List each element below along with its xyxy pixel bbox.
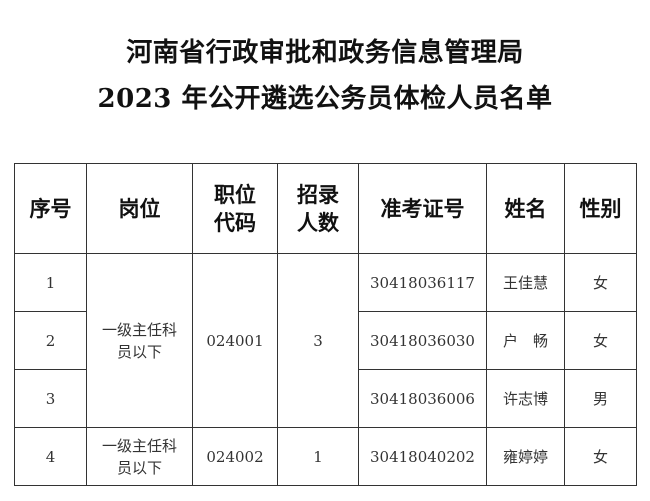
header-gender: 性别 — [564, 163, 637, 254]
cell-no: 1 — [14, 253, 87, 312]
table-row: 3 30418036006 许志博 男 — [14, 369, 637, 428]
cell-exam-id: 30418036006 — [358, 369, 487, 428]
cell-gender: 女 — [564, 311, 637, 370]
header-exam-id: 准考证号 — [358, 163, 487, 254]
cell-exam-id: 30418036030 — [358, 311, 487, 370]
candidate-table: 序号 岗位 职位 代码 招录 人数 准考证号 姓名 性别 1 一级主任科员以下 02… — [14, 163, 637, 486]
cell-no: 2 — [14, 311, 87, 370]
cell-gender: 女 — [564, 253, 637, 312]
header-code: 职位 代码 — [192, 163, 278, 254]
cell-exam-id: 30418040202 — [358, 427, 487, 486]
cell-quota: 3 — [277, 253, 359, 428]
header-name: 姓名 — [486, 163, 565, 254]
header-quota: 招录 人数 — [277, 163, 359, 254]
cell-name: 户 畅 — [486, 311, 565, 370]
cell-name: 王佳慧 — [486, 253, 565, 312]
cell-no: 3 — [14, 369, 87, 428]
cell-position: 一级主任科员以下 — [86, 253, 193, 428]
header-position: 岗位 — [86, 163, 193, 254]
cell-code: 024002 — [192, 427, 278, 486]
cell-quota: 1 — [277, 427, 359, 486]
cell-no: 4 — [14, 427, 87, 486]
table-header-row: 序号 岗位 职位 代码 招录 人数 准考证号 姓名 性别 — [14, 163, 637, 254]
cell-position: 一级主任科员以下 — [86, 427, 193, 486]
cell-name: 雍婷婷 — [486, 427, 565, 486]
cell-gender: 男 — [564, 369, 637, 428]
table-row: 2 30418036030 户 畅 女 — [14, 311, 637, 370]
cell-exam-id: 30418036117 — [358, 253, 487, 312]
document-title-line2: 2023 年公开遴选公务员体检人员名单 — [97, 84, 553, 114]
table-row: 1 一级主任科员以下 024001 3 30418036117 王佳慧 女 — [14, 253, 637, 428]
cell-code: 024001 — [192, 253, 278, 428]
cell-name: 许志博 — [486, 369, 565, 428]
table-row: 4 一级主任科员以下 024002 1 30418040202 雍婷婷 女 — [14, 427, 637, 486]
document-title-line1: 河南省行政审批和政务信息管理局 — [126, 38, 524, 68]
header-no: 序号 — [14, 163, 87, 254]
cell-gender: 女 — [564, 427, 637, 486]
